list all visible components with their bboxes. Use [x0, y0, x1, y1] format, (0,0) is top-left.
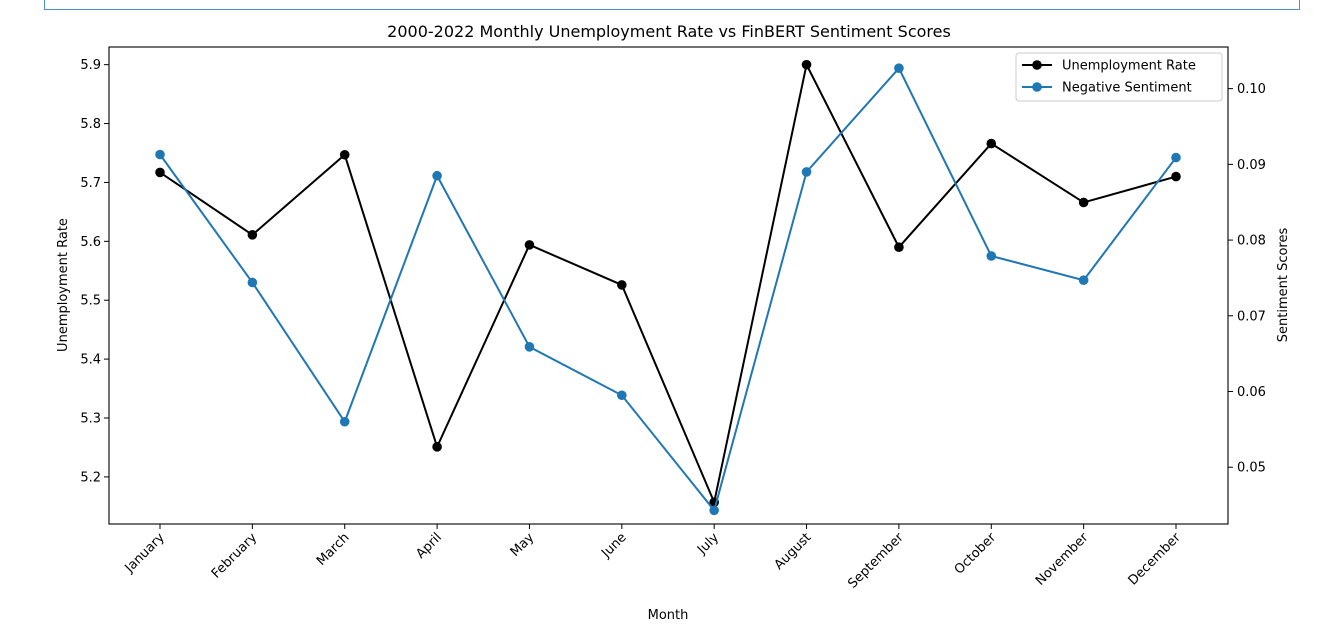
x-tick-label: September — [845, 530, 907, 592]
y-tick-label: 5.8 — [80, 117, 101, 132]
y2-axis-label: Sentiment Scores — [1276, 228, 1291, 343]
x-tick-label: December — [1126, 530, 1185, 589]
x-tick-label: March — [314, 530, 353, 569]
series-0-point — [432, 442, 442, 452]
series-1-point — [709, 505, 719, 516]
y-tick-label: 5.4 — [80, 353, 101, 368]
y-tick-label: 5.6 — [80, 235, 101, 250]
series-0-point — [1171, 171, 1181, 182]
y2-tick-label: 0.09 — [1237, 158, 1266, 173]
x-tick-label: February — [209, 530, 261, 582]
y-tick-label: 5.7 — [80, 176, 101, 191]
series-line-0 — [159, 61, 1177, 506]
series-line-1 — [159, 66, 1177, 513]
x-axis-label: Month — [648, 608, 689, 623]
x-tick-label: May — [508, 530, 538, 560]
series-1-point — [155, 149, 165, 160]
series-1-point — [617, 390, 627, 401]
series-0-point — [339, 149, 350, 160]
series-1-point — [1078, 275, 1089, 286]
window-frame — [44, 0, 1300, 10]
x-tick-label: April — [413, 530, 445, 562]
series-0-point — [894, 242, 904, 253]
series-1-point — [986, 251, 997, 261]
y-tick-label: 5.2 — [80, 470, 101, 485]
series-0-point — [524, 240, 535, 250]
series-1-point — [894, 63, 904, 73]
x-tick-label: June — [598, 530, 629, 561]
legend-box — [1015, 52, 1223, 102]
series-0-point — [1078, 197, 1089, 208]
legend-label-0: Unemployment Rate — [1062, 59, 1196, 74]
x-tick-label: October — [952, 530, 1000, 578]
series-0-point — [155, 167, 165, 178]
legend: Unemployment Rate Negative Sentiment — [1015, 52, 1223, 102]
x-axis: January February March April May June July Augu… — [122, 524, 1185, 592]
series-1-point — [1171, 152, 1181, 163]
y-tick-label: 5.5 — [80, 294, 101, 309]
y2-tick-label: 0.05 — [1237, 461, 1266, 476]
series-1-point — [524, 342, 535, 352]
legend-marker-0 — [1032, 60, 1042, 70]
y2-tick-label: 0.06 — [1237, 385, 1266, 400]
chart-title: 2000-2022 Monthly Unemployment Rate vs F… — [387, 22, 951, 41]
y-axis-label: Unemployment Rate — [56, 218, 71, 352]
x-tick-label: January — [122, 530, 168, 576]
series-0-point — [247, 230, 258, 240]
series-0-point — [617, 280, 627, 290]
plot-frame — [108, 46, 1229, 525]
legend-marker-1 — [1032, 82, 1042, 92]
y2-tick-label: 0.10 — [1237, 82, 1266, 97]
x-tick-label: July — [694, 530, 722, 558]
series-1-point — [247, 277, 258, 288]
y-axis-left: 5.2 5.3 5.4 5.5 5.6 5.7 5.8 5.9 — [80, 58, 109, 485]
series-1-point — [432, 170, 442, 181]
x-tick-label: November — [1033, 530, 1092, 589]
series-1-point — [339, 416, 350, 427]
y2-tick-label: 0.07 — [1237, 309, 1266, 324]
legend-label-1: Negative Sentiment — [1062, 81, 1192, 96]
series-0-point — [801, 59, 812, 70]
y-tick-label: 5.9 — [80, 58, 101, 73]
plot-area — [155, 59, 1181, 516]
series-1-point — [801, 167, 812, 177]
y2-tick-label: 0.08 — [1237, 234, 1266, 249]
y-tick-label: 5.3 — [80, 412, 101, 427]
y-axis-right: 0.05 0.06 0.07 0.08 0.09 0.10 — [1228, 82, 1266, 476]
x-tick-label: August — [772, 530, 815, 573]
series-0-point — [986, 138, 997, 149]
